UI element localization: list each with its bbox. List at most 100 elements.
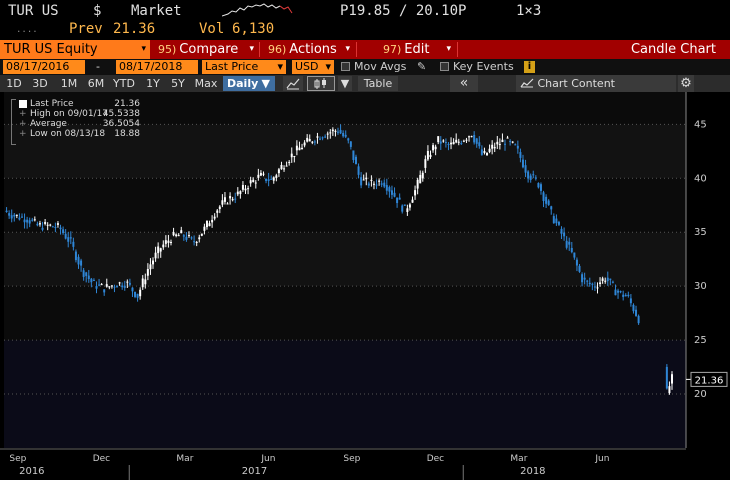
candle-body <box>18 217 21 220</box>
chart-band <box>4 340 686 395</box>
candle-body <box>416 179 419 189</box>
candle-body <box>614 289 617 296</box>
candle-body <box>172 232 175 236</box>
candle-body <box>354 156 357 165</box>
candle-body <box>457 141 460 143</box>
candle-body <box>347 138 350 141</box>
y-tick-label: 25 <box>694 335 707 346</box>
candle-body <box>424 159 427 168</box>
candle-body <box>581 274 584 283</box>
candle-body <box>182 235 185 237</box>
period-1d-button[interactable]: 1D <box>6 77 22 90</box>
x-tick-label: Mar <box>176 454 193 464</box>
date-range-dash: - <box>96 60 100 73</box>
chart-band <box>4 124 686 179</box>
candle-body <box>557 221 560 225</box>
candle-body <box>311 141 314 143</box>
frequency-select[interactable]: Daily ▼ <box>223 76 275 91</box>
candle-body <box>321 137 324 139</box>
price-chart[interactable]: 20 25 30 35 40 45 Sep Dec Mar Jun Sep Dec Mar Jun 2016… <box>0 92 730 480</box>
line-chart-icon[interactable] <box>283 76 303 91</box>
table-button[interactable]: Table <box>358 76 398 91</box>
candle-body <box>59 227 62 230</box>
candle-body <box>177 235 180 237</box>
currency-select[interactable]: USD ▾ <box>292 60 334 74</box>
candle-body <box>200 233 203 236</box>
candle-body <box>444 142 447 144</box>
year-label: 2018 <box>520 466 545 477</box>
end-date-field[interactable]: 08/17/2018 <box>116 60 198 74</box>
bid-ask-quote: P19.85 / 20.10P <box>340 3 467 19</box>
candle-body <box>162 244 165 248</box>
chart-style-dropdown-icon[interactable]: ▼ <box>338 76 352 91</box>
candle-body <box>205 220 208 228</box>
high-marker-icon: + <box>19 109 27 119</box>
ticker-symbol[interactable]: TUR US <box>8 3 59 19</box>
candle-body <box>306 137 309 142</box>
candle-body <box>254 182 257 184</box>
compare-menu[interactable]: 95) Compare ▾ <box>158 40 258 59</box>
key-events-checkbox[interactable] <box>440 62 449 71</box>
candle-body <box>26 219 29 223</box>
candle-body <box>108 286 111 288</box>
gear-icon[interactable]: ⚙ <box>678 75 694 92</box>
mov-avgs-checkbox[interactable] <box>341 62 350 71</box>
candle-chart-icon[interactable] <box>307 76 335 91</box>
edit-menu[interactable]: 97) Edit ▾ <box>383 40 455 59</box>
period-6m-button[interactable]: 6M <box>87 77 105 90</box>
candle-body <box>496 141 499 145</box>
candle-body <box>38 223 41 225</box>
candle-body <box>478 142 481 147</box>
candle-body <box>470 136 473 138</box>
candle-body <box>370 179 373 181</box>
security-field[interactable]: TUR US Equity ▾ <box>0 40 150 59</box>
candle-body <box>41 227 44 230</box>
candle-body <box>208 223 211 227</box>
candle-body <box>95 286 98 289</box>
period-1y-button[interactable]: 1Y <box>146 77 160 90</box>
period-3d-button[interactable]: 3D <box>32 77 48 90</box>
candle-body <box>164 240 167 244</box>
period-5y-button[interactable]: 5Y <box>171 77 185 90</box>
period-1m-button[interactable]: 1M <box>60 77 78 90</box>
info-icon[interactable]: i <box>524 61 535 73</box>
candle-body <box>203 226 206 231</box>
chevron-down-icon: ▾ <box>249 44 254 54</box>
start-date-field[interactable]: 08/17/2016 <box>3 60 85 74</box>
actions-number: 96) <box>268 43 287 56</box>
price-field-select[interactable]: Last Price ▾ <box>202 60 286 74</box>
candle-body <box>324 136 327 138</box>
low-marker-icon: + <box>19 129 27 139</box>
x-tick-label: Sep <box>9 454 26 464</box>
chart-content-button[interactable]: Chart Content <box>516 75 676 92</box>
candle-body <box>82 270 85 277</box>
candle-body <box>31 219 34 221</box>
candle-body <box>126 281 129 283</box>
period-max-button[interactable]: Max <box>194 77 218 90</box>
candle-body <box>223 197 226 202</box>
edit-label: Edit <box>404 42 430 57</box>
pencil-icon[interactable]: ✎ <box>417 60 427 73</box>
candle-body <box>586 280 589 282</box>
candle-body <box>116 286 119 288</box>
candle-body <box>280 164 283 170</box>
last-price-tag-label: 21.36 <box>695 375 724 386</box>
period-ytd-button[interactable]: YTD <box>113 77 135 90</box>
chart-band <box>4 394 686 448</box>
candle-body <box>74 251 77 261</box>
candle-body <box>295 145 298 151</box>
collapse-panel-icon[interactable]: « <box>450 75 478 92</box>
actions-menu[interactable]: 96) Actions ▾ <box>268 40 354 59</box>
candle-body <box>64 233 67 239</box>
candle-body <box>69 237 72 239</box>
candle-body <box>398 197 401 200</box>
edit-number: 97) <box>383 43 402 56</box>
chart-band <box>4 232 686 287</box>
candle-body <box>275 175 278 178</box>
candle-body <box>15 214 18 216</box>
candle-body <box>455 139 458 143</box>
candle-body <box>514 144 517 146</box>
chart-band <box>4 178 686 233</box>
candle-body <box>498 144 501 146</box>
candle-body <box>516 145 519 149</box>
